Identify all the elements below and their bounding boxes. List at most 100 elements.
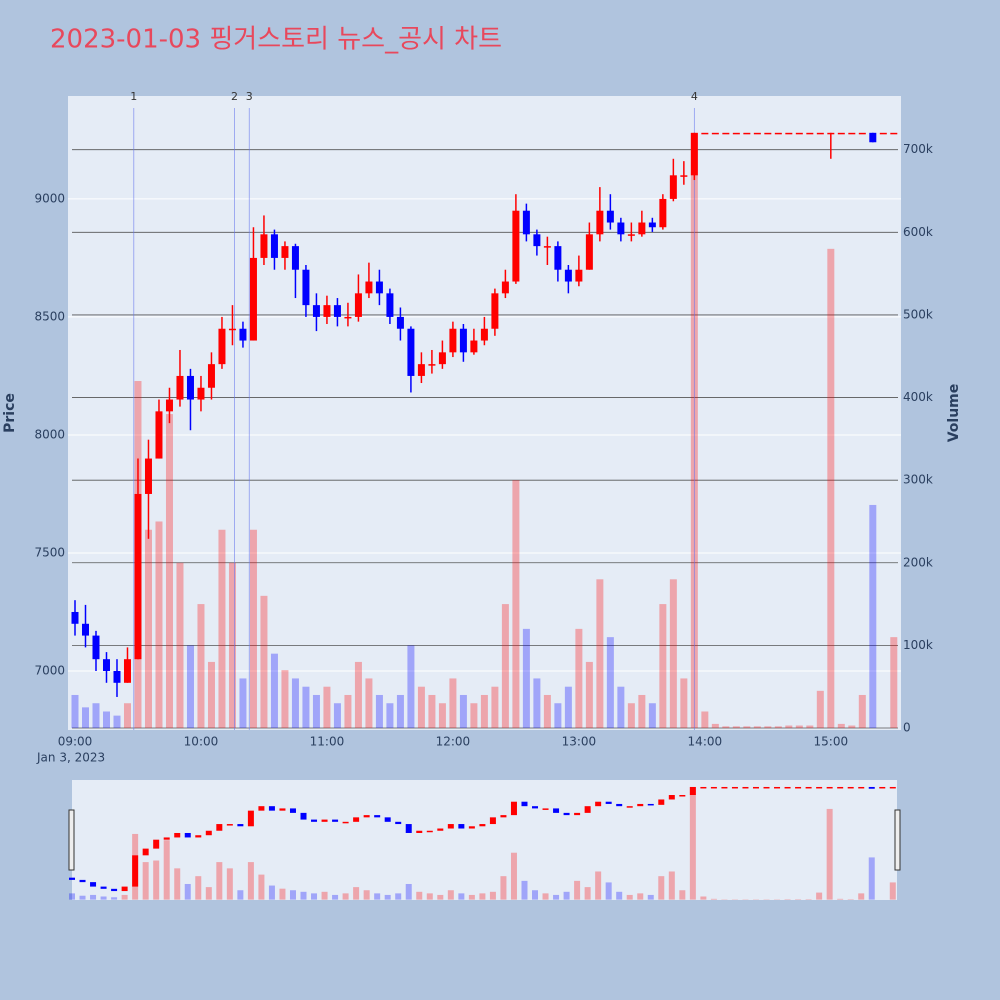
volume-bar <box>144 529 152 729</box>
slider-volume-bar <box>563 891 570 900</box>
volume-bar <box>585 661 593 729</box>
volume-bar <box>627 703 635 729</box>
slider-candle <box>258 806 265 811</box>
candle-body <box>596 210 604 235</box>
candle-body <box>869 132 877 143</box>
candle-body <box>449 328 457 353</box>
candle-body <box>764 132 772 135</box>
slider-candle <box>710 786 717 789</box>
slider-volume-bar <box>195 876 202 900</box>
volume-bar <box>596 579 604 729</box>
volume-bar <box>806 725 814 729</box>
volume-bar <box>848 725 856 729</box>
slider-volume-bar <box>268 885 275 900</box>
slider-candle <box>700 786 707 789</box>
candle-body <box>837 132 845 135</box>
slider-candle <box>184 832 191 838</box>
slider-volume-bar <box>216 862 223 900</box>
candle-body <box>606 210 614 223</box>
slider-candle <box>763 786 770 789</box>
volume-bar <box>365 678 373 729</box>
volume-bar <box>71 694 79 729</box>
slider-candle <box>437 828 444 831</box>
y2-tick-label: 400k <box>903 390 933 404</box>
candle-body <box>848 132 856 135</box>
candle-body <box>92 635 100 660</box>
volume-bar <box>312 694 320 729</box>
slider-candle <box>742 786 749 789</box>
candle-body <box>785 132 793 135</box>
slider-candle <box>142 848 149 856</box>
volume-bar <box>617 686 625 729</box>
candle-body <box>249 257 257 341</box>
candle-body <box>575 269 583 282</box>
slider-candle <box>237 824 244 827</box>
slider-volume-bar <box>142 862 149 900</box>
slider-volume-bar <box>353 887 360 900</box>
candle-body <box>627 234 635 236</box>
range-slider[interactable] <box>72 780 897 900</box>
slider-volume-bar <box>111 897 118 900</box>
candle-body <box>711 132 719 135</box>
slider-candle <box>489 817 496 825</box>
slider-candle <box>521 801 528 807</box>
candle-body <box>375 281 383 294</box>
slider-candle <box>111 888 118 892</box>
candle-body <box>480 328 488 341</box>
slider-candle <box>689 786 696 796</box>
candle-body <box>491 293 499 329</box>
candle-body <box>428 364 436 366</box>
slider-candle <box>132 855 139 887</box>
y2-tick-label: 600k <box>903 225 933 239</box>
slider-volume-bar <box>647 894 654 900</box>
candle-body <box>564 269 572 282</box>
candle-body <box>690 132 698 176</box>
slider-volume-bar <box>332 894 339 900</box>
slider-volume-bar <box>826 808 833 900</box>
y2-tick-label: 200k <box>903 555 933 569</box>
candle-body <box>659 198 667 228</box>
candle-body <box>228 328 236 331</box>
candle-body <box>239 328 247 341</box>
slider-volume-bar <box>163 840 170 900</box>
slider-candle <box>647 803 654 806</box>
slider-candle <box>353 817 360 822</box>
candle-body <box>81 623 89 636</box>
volume-bar <box>501 604 509 729</box>
volume-bar <box>281 670 289 729</box>
volume-bar <box>795 725 803 729</box>
slider-candle <box>784 786 791 789</box>
slider-candle <box>426 830 433 833</box>
range-handle[interactable] <box>68 809 75 871</box>
slider-volume-bar <box>395 893 402 900</box>
slider-candle <box>847 786 854 789</box>
volume-bar <box>669 579 677 729</box>
slider-volume-bar <box>510 852 517 900</box>
slider-volume-bar <box>889 882 896 900</box>
slider-volume-bar <box>100 896 107 900</box>
annotation-label: 3 <box>246 90 253 103</box>
candle-body <box>585 234 593 270</box>
slider-candle <box>858 786 865 789</box>
slider-volume-bar <box>289 890 296 900</box>
range-handle[interactable] <box>894 809 901 871</box>
slider-candle <box>174 832 181 838</box>
candle-body <box>522 210 530 235</box>
candle-body <box>113 670 121 683</box>
chart-title: 2023-01-03 핑거스토리 뉴스_공시 차트 <box>50 25 502 55</box>
slider-volume-bar <box>868 857 875 900</box>
candle-body <box>438 352 446 365</box>
candle-body <box>344 316 352 319</box>
candle-body <box>879 132 887 135</box>
slider-candle <box>311 819 318 822</box>
annotation-label: 2 <box>231 90 238 103</box>
x-date-label: Jan 3, 2023 <box>36 751 105 765</box>
slider-volume-bar <box>679 890 686 900</box>
slider-volume-bar <box>226 868 233 900</box>
y2-tick-label: 0 <box>903 721 911 735</box>
slider-candle <box>889 786 896 789</box>
volume-bar <box>165 414 173 729</box>
volume-bar <box>92 703 100 729</box>
slider-volume-bar <box>479 893 486 900</box>
slider-volume-bar <box>237 890 244 900</box>
